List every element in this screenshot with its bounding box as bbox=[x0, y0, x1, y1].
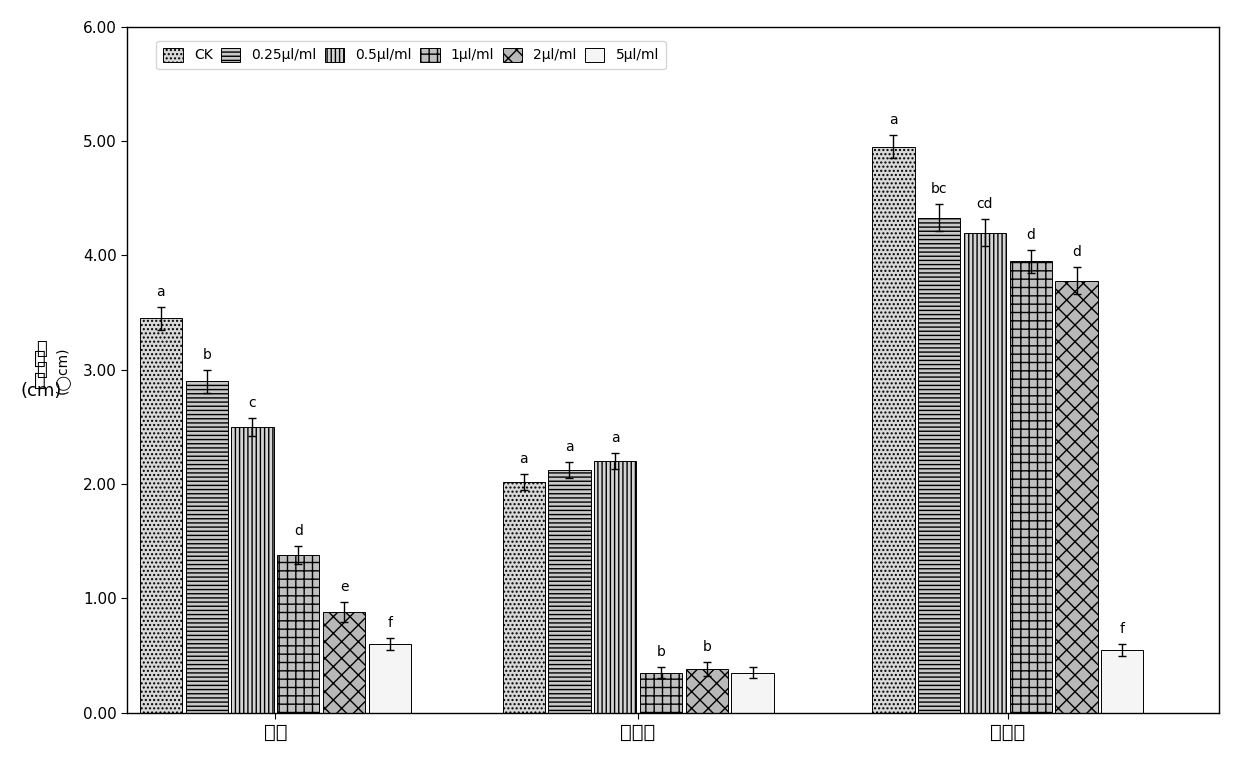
Text: a: a bbox=[156, 285, 165, 299]
Bar bbox=[872, 146, 915, 713]
Text: b: b bbox=[202, 348, 211, 362]
Bar bbox=[502, 481, 544, 713]
Text: bc: bc bbox=[931, 182, 947, 196]
Bar bbox=[278, 555, 320, 713]
Bar bbox=[686, 669, 728, 713]
Legend: CK, 0.25μl/ml, 0.5μl/ml, 1μl/ml, 2μl/ml, 5μl/ml: CK, 0.25μl/ml, 0.5μl/ml, 1μl/ml, 2μl/ml,… bbox=[156, 40, 666, 69]
Text: b: b bbox=[702, 640, 712, 655]
Bar bbox=[732, 673, 774, 713]
Text: e: e bbox=[340, 580, 348, 594]
Bar bbox=[640, 673, 682, 713]
Bar bbox=[186, 382, 228, 713]
Text: (◯cm): (◯cm) bbox=[55, 346, 69, 394]
Bar bbox=[548, 471, 590, 713]
Bar bbox=[322, 612, 366, 713]
Text: a: a bbox=[520, 452, 528, 466]
Bar bbox=[1009, 261, 1052, 713]
Text: a: a bbox=[565, 440, 574, 455]
Text: d: d bbox=[294, 524, 303, 538]
Text: d: d bbox=[1027, 227, 1035, 242]
Bar bbox=[1101, 650, 1143, 713]
Bar bbox=[963, 233, 1006, 713]
Text: c: c bbox=[249, 396, 257, 410]
Text: f: f bbox=[1120, 622, 1125, 636]
Text: a: a bbox=[889, 114, 898, 127]
Text: 苗
高: 苗 高 bbox=[35, 349, 46, 391]
Bar bbox=[368, 644, 410, 713]
Text: cd: cd bbox=[977, 197, 993, 211]
Bar bbox=[1055, 281, 1097, 713]
Y-axis label: 苗
高
(cm): 苗 高 (cm) bbox=[21, 340, 62, 400]
Bar bbox=[594, 462, 636, 713]
Bar bbox=[232, 427, 274, 713]
Text: d: d bbox=[1073, 245, 1081, 259]
Text: f: f bbox=[387, 617, 392, 630]
Bar bbox=[918, 217, 960, 713]
Text: b: b bbox=[656, 645, 666, 659]
Bar bbox=[140, 318, 182, 713]
Text: a: a bbox=[611, 431, 620, 446]
